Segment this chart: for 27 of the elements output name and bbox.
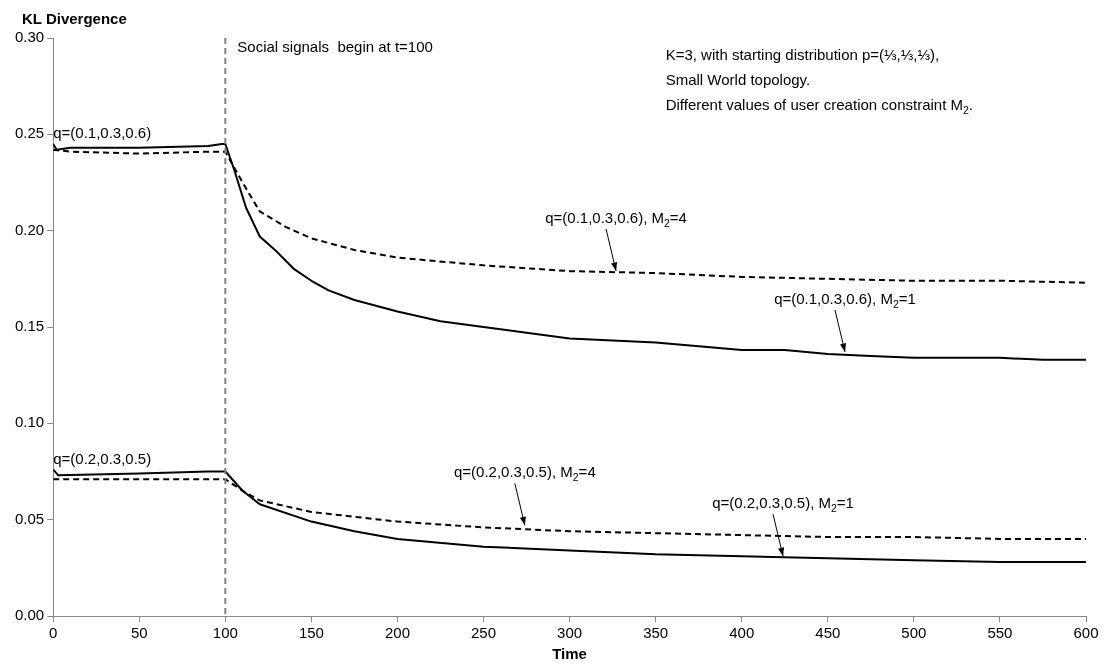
annotation: K=3, with starting distribution p=(⅓,⅓,⅓), bbox=[665, 46, 940, 63]
x-tick-label: 600 bbox=[1073, 624, 1099, 642]
annotation: q=(0.2,0.3,0.5) bbox=[53, 449, 152, 467]
y-tick-label: 0.00 bbox=[14, 606, 45, 624]
x-axis-title: Time bbox=[552, 645, 587, 663]
x-tick-label: 400 bbox=[729, 624, 755, 642]
x-tick-label: 250 bbox=[471, 624, 497, 642]
x-tick-label: 0 bbox=[49, 624, 58, 642]
x-tick-label: 150 bbox=[298, 624, 324, 642]
y-tick-label: 0.30 bbox=[14, 28, 45, 46]
ref-line-label: Social signals begin at t=100 bbox=[237, 38, 433, 55]
x-tick-label: 200 bbox=[384, 624, 410, 642]
y-tick-label: 0.05 bbox=[14, 509, 45, 527]
x-tick-label: 300 bbox=[557, 624, 583, 642]
x-tick-label: 100 bbox=[212, 624, 238, 642]
y-tick-label: 0.20 bbox=[14, 220, 45, 238]
y-axis-title: KL Divergence bbox=[22, 10, 127, 27]
y-tick-label: 0.10 bbox=[14, 413, 45, 431]
x-tick-label: 50 bbox=[130, 624, 148, 642]
annotation: Small World topology. bbox=[665, 71, 811, 88]
annotation: q=(0.1,0.3,0.6) bbox=[53, 123, 152, 141]
y-tick-label: 0.15 bbox=[14, 317, 45, 335]
y-tick-label: 0.25 bbox=[14, 124, 45, 142]
x-tick-label: 350 bbox=[643, 624, 669, 642]
x-tick-label: 500 bbox=[901, 624, 927, 642]
x-tick-label: 450 bbox=[815, 624, 841, 642]
x-tick-label: 550 bbox=[987, 624, 1013, 642]
